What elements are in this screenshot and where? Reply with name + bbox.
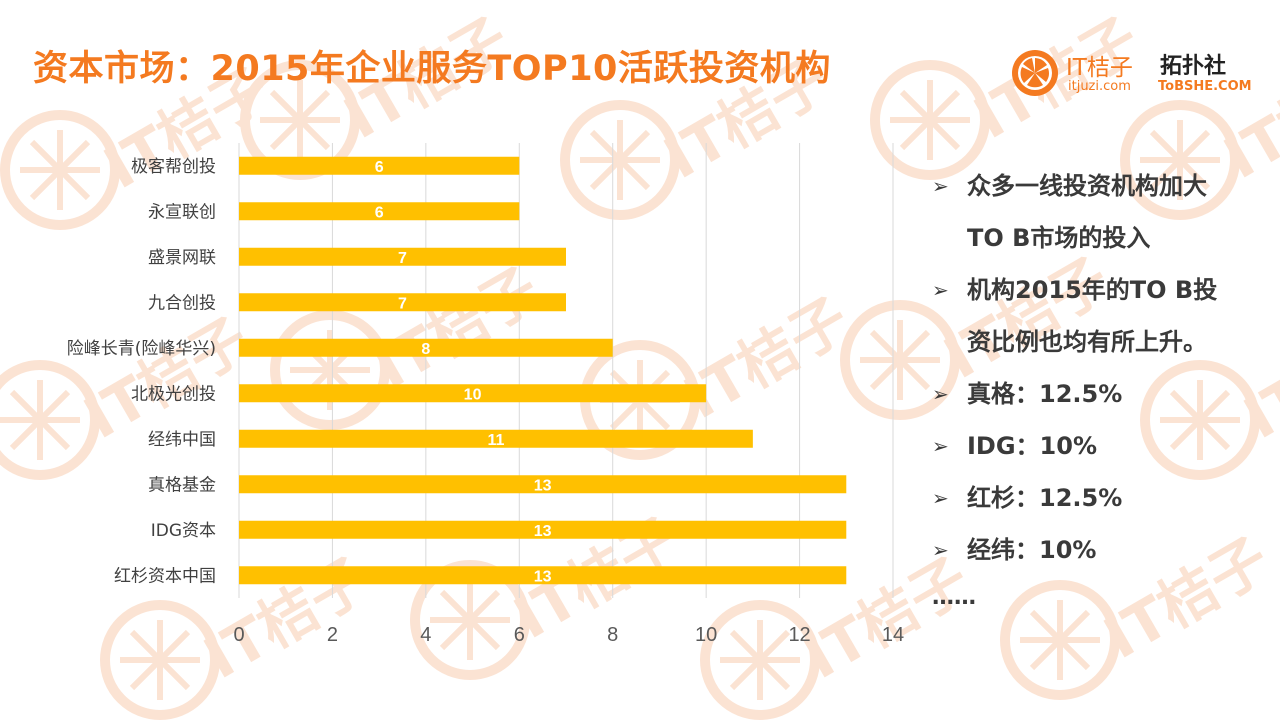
bar-data-label: 8 (421, 341, 430, 358)
category-label: 红杉资本中国 (114, 566, 216, 586)
arrow-bullet-icon: ➢ (932, 538, 949, 562)
bar-data-label: 6 (375, 159, 384, 176)
x-tick-label: 14 (882, 624, 904, 646)
x-tick-label: 8 (607, 624, 618, 646)
category-label: 九合创投 (148, 293, 216, 313)
category-label: 极客帮创投 (131, 157, 216, 177)
bar (239, 566, 847, 585)
logo: IT桔子 itjuzi.com 拓扑社 ToBSHE.COM (1010, 46, 1260, 100)
bullet-text: 红杉：12.5% (967, 484, 1123, 512)
chart-x-ticks: 0 2 4 6 8 10 12 14 (233, 624, 904, 646)
bar (239, 384, 707, 403)
bullet-text: 真格：12.5% (967, 380, 1123, 408)
x-tick-label: 10 (695, 624, 717, 646)
bullet-text: IDG：10% (967, 432, 1097, 460)
bar-data-label: 13 (534, 568, 552, 585)
bar-data-label: 13 (534, 477, 552, 494)
category-label: 险峰长青(险峰华兴) (67, 339, 216, 359)
bar-data-label: 7 (398, 295, 407, 312)
category-label: 盛景网联 (148, 248, 216, 268)
bullet-text: TO B市场的投入 (967, 224, 1151, 252)
bar-data-label: 7 (398, 250, 407, 267)
bar-data-label: 13 (534, 523, 552, 540)
x-tick-label: 2 (327, 624, 338, 646)
arrow-bullet-icon: ➢ (932, 174, 949, 198)
bullet-item: ➢ 众多一线投资机构加大 TO B市场的投入 (932, 160, 1272, 264)
category-label: 经纬中国 (148, 430, 216, 450)
bar (239, 293, 566, 312)
arrow-bullet-icon: ➢ (932, 434, 949, 458)
bar-data-label: 6 (375, 204, 384, 221)
bar (239, 338, 613, 357)
arrow-bullet-icon: ➢ (932, 382, 949, 406)
category-label: IDG资本 (151, 521, 216, 541)
bullet-item: ➢ 经纬：10% (932, 524, 1272, 576)
bar (239, 520, 847, 539)
brand-itjuzi: IT桔子 (1066, 55, 1133, 81)
bullet-item: ➢ 真格：12.5% (932, 368, 1272, 420)
bullet-item: ➢ 红杉：12.5% (932, 472, 1272, 524)
bar (239, 429, 753, 448)
bar-data-label: 10 (464, 386, 482, 403)
x-tick-label: 0 (233, 624, 244, 646)
bullet-text: 机构2015年的TO B投 (967, 276, 1218, 304)
x-tick-label: 6 (514, 624, 525, 646)
ellipsis-text: …… (932, 585, 976, 610)
bar (239, 475, 847, 494)
arrow-bullet-icon: ➢ (932, 486, 949, 510)
bullet-list: ➢ 众多一线投资机构加大 TO B市场的投入 ➢ 机构2015年的TO B投 资比例也均有… (932, 160, 1272, 620)
orange-logo-icon (1012, 50, 1058, 96)
x-tick-label: 12 (788, 624, 810, 646)
arrow-bullet-icon: ➢ (932, 278, 949, 302)
chart-bars: 6 6 7 7 8 10 11 13 13 13 (239, 156, 847, 585)
bullet-text: 经纬：10% (967, 536, 1097, 564)
category-label: 永宣联创 (148, 202, 216, 222)
bullet-item: ➢ 机构2015年的TO B投 资比例也均有所上升。 (932, 264, 1272, 368)
bullet-text: 众多一线投资机构加大 (967, 172, 1207, 200)
category-label: 真格基金 (148, 475, 216, 495)
bar (239, 247, 566, 266)
brand-tobshe: 拓扑社 (1160, 54, 1227, 79)
bar (239, 202, 520, 221)
page-title: 资本市场：2015年企业服务TOP10活跃投资机构 (33, 49, 831, 89)
x-tick-label: 4 (420, 624, 431, 646)
bar (239, 156, 520, 175)
brand-itjuzi-url: itjuzi.com (1068, 79, 1131, 94)
bullet-text: 资比例也均有所上升。 (967, 328, 1207, 356)
brand-tobshe-url: ToBSHE.COM (1158, 79, 1252, 94)
category-label: 北极光创投 (131, 384, 216, 404)
bar-data-label: 11 (487, 432, 504, 449)
bullet-item: ➢ IDG：10% (932, 420, 1272, 472)
